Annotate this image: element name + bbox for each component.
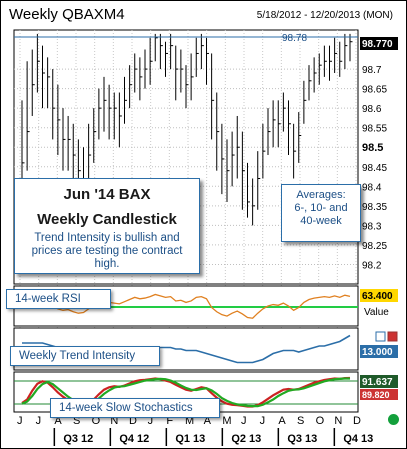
last-value-label: 98.770 [362, 39, 393, 50]
y-tick-label: 98.3 [362, 221, 382, 232]
stoch-panel-label: 14-week Slow Stochastics [50, 398, 220, 418]
rsi-line [21, 293, 351, 319]
x-month-label: S [297, 415, 304, 427]
x-month-label: J [17, 415, 23, 427]
x-month-label: D [353, 415, 361, 427]
x-quarter-label: Q2 13 [231, 433, 261, 445]
x-axis-quarters: Q3 12 Q4 12 Q1 13 Q2 13 Q3 13 Q4 13 [53, 428, 373, 446]
x-quarter-label: Q3 12 [63, 433, 93, 445]
y-tick-label: 98.25 [362, 241, 387, 252]
y-tick-label: 98.35 [362, 202, 387, 213]
x-month-label: S [73, 415, 80, 427]
x-month-label: A [204, 415, 212, 427]
date-range: 5/18/2012 - 12/20/2013 (MON) [256, 10, 393, 21]
status-dot-icon [388, 414, 399, 425]
x-quarter-label: Q1 13 [175, 433, 205, 445]
rsi-side-label: Value [364, 307, 389, 318]
y-tick-label: 98.7 [362, 65, 382, 76]
stoch-value1-badge [360, 375, 398, 388]
y-tick-label: 98.45 [362, 163, 387, 174]
trend-value-badge [360, 345, 398, 358]
trend-close-icon[interactable] [387, 331, 398, 342]
averages-line-3: 40-week [300, 215, 342, 227]
rsi-panel-label: 14-week RSI [6, 289, 111, 309]
rsi-value-badge [360, 289, 398, 302]
trend-panel-label: Weekly Trend Intensity [10, 346, 160, 366]
stoch-value1-label: 91.637 [362, 377, 393, 388]
x-month-label: N [334, 415, 342, 427]
stoch-value2-label: 89.820 [362, 390, 390, 400]
x-month-label: M [222, 415, 231, 427]
y-tick-label: 98.2 [362, 260, 382, 271]
x-quarter-label: Q4 13 [343, 433, 373, 445]
x-month-label: M [185, 415, 194, 427]
y-tick-label: 98.6 [362, 104, 382, 115]
main-callout-title-2: Weekly Candlestick [37, 211, 177, 228]
averages-line-1: Averages: [296, 189, 346, 201]
y-axis-ticks: 98.2 98.25 98.3 98.35 98.4 98.45 98.5 98.55 98.6… [362, 65, 387, 271]
y-tick-label: 98.65 [362, 85, 387, 96]
main-callout-body: Trend Intensity is bullish and prices ar… [31, 232, 183, 270]
y-tick-label: 98.55 [362, 124, 387, 135]
averages-callout: Averages: 6-, 10- and 40-week [281, 184, 361, 242]
x-month-label: J [241, 415, 247, 427]
x-month-label: F [166, 415, 173, 427]
resistance-label: 98.78 [282, 33, 307, 44]
x-month-label: J [260, 415, 266, 427]
last-value-badge [360, 37, 398, 50]
x-month-label: J [148, 415, 154, 427]
x-month-label: D [129, 415, 137, 427]
y-tick-label: 98.5 [362, 142, 383, 154]
x-month-label: A [54, 415, 62, 427]
x-quarter-label: Q4 12 [119, 433, 149, 445]
averages-line-2: 6-, 10- and [294, 202, 348, 214]
y-tick-label: 98.4 [362, 182, 382, 193]
main-callout-title-1: Jun '14 BAX [63, 186, 151, 203]
stoch-value2-badge [360, 389, 398, 400]
trend-min-icon[interactable] [375, 331, 386, 342]
price-bars [21, 33, 353, 226]
x-quarter-label: Q3 13 [287, 433, 317, 445]
x-month-label: A [278, 415, 286, 427]
x-month-label: J [36, 415, 42, 427]
x-month-label: O [92, 415, 101, 427]
x-month-label: O [316, 415, 325, 427]
trend-value-label: 13.000 [362, 347, 393, 358]
rsi-value-label: 63.400 [362, 291, 393, 302]
chart-title: Weekly QBAXM4 [9, 6, 125, 23]
x-month-label: N [110, 415, 118, 427]
main-callout: Jun '14 BAX Weekly Candlestick Trend Int… [14, 178, 200, 274]
